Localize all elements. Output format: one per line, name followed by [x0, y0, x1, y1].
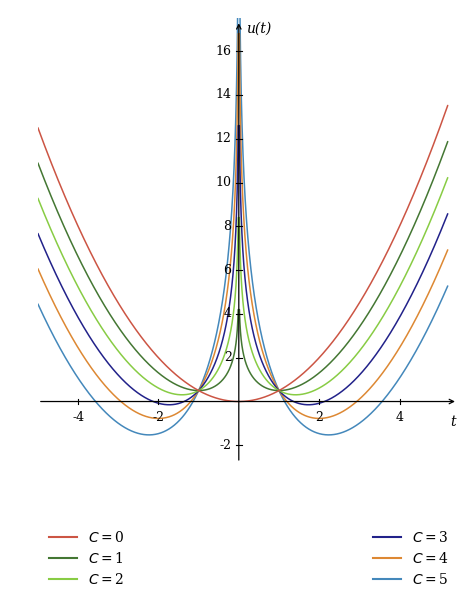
- Text: t: t: [450, 415, 456, 429]
- Text: -2: -2: [153, 411, 164, 424]
- Text: 2: 2: [315, 411, 323, 424]
- Text: 8: 8: [224, 220, 232, 233]
- Text: 6: 6: [224, 264, 232, 276]
- Text: 12: 12: [216, 132, 232, 145]
- Legend: $C = $3, $C = $4, $C = $5: $C = $3, $C = $4, $C = $5: [373, 530, 448, 587]
- Text: 16: 16: [216, 44, 232, 58]
- Text: -2: -2: [219, 439, 232, 452]
- Text: 2: 2: [224, 351, 232, 364]
- Text: -4: -4: [72, 411, 84, 424]
- Text: 4: 4: [224, 308, 232, 320]
- Text: 14: 14: [216, 88, 232, 102]
- Text: 4: 4: [395, 411, 403, 424]
- Text: u(t): u(t): [246, 21, 271, 35]
- Text: 10: 10: [216, 176, 232, 189]
